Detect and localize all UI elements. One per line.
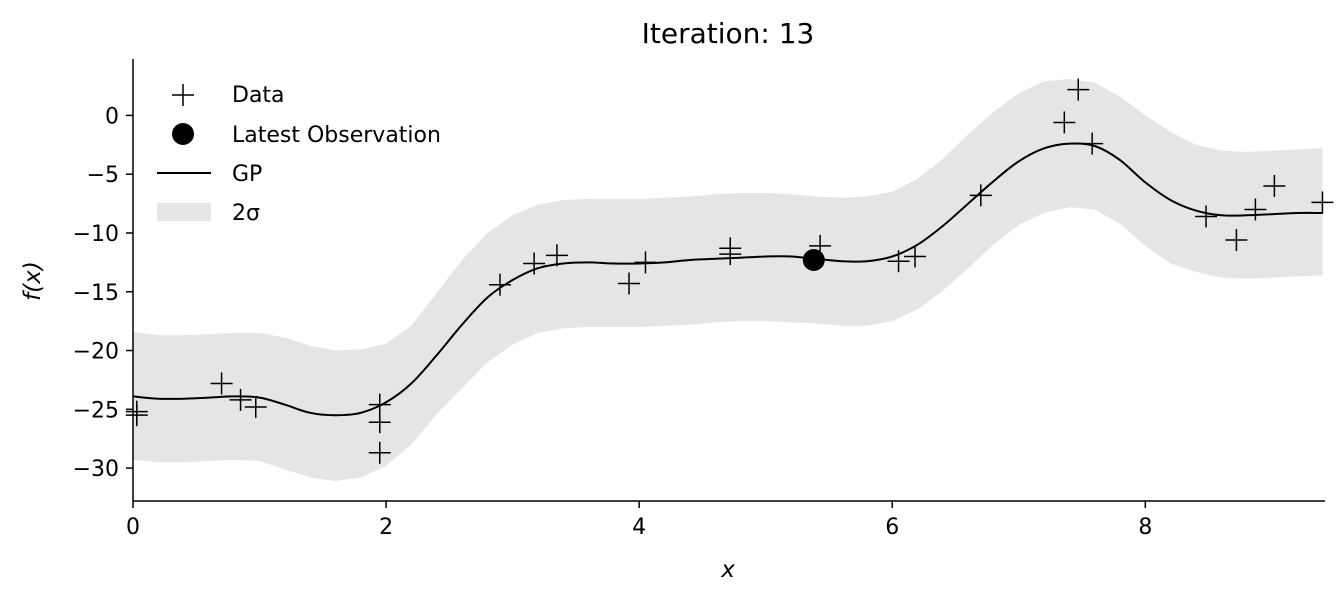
legend-item-data: Data: [172, 83, 285, 108]
x-tick-label: 4: [632, 515, 646, 540]
data-point: [1263, 174, 1286, 197]
band-layer: [133, 79, 1323, 481]
data-point: [904, 245, 927, 268]
y-tick-label: 0: [105, 104, 119, 129]
gp-line-layer: [132, 142, 1323, 417]
data-point: [125, 404, 148, 427]
x-tick-label: 0: [126, 515, 140, 540]
y-tick-label: −5: [87, 163, 119, 188]
data-point: [545, 244, 568, 267]
y-tick-label: −20: [73, 340, 119, 365]
legend-item-latest-observation: Latest Observation: [172, 123, 441, 148]
x-tick-label: 6: [885, 515, 899, 540]
axes: 0 2 4 6 8 0 −5 −10 −15 −20 −25 −30: [73, 59, 1325, 540]
data-point: [1244, 198, 1267, 221]
data-point: [244, 395, 267, 418]
data-point: [719, 243, 742, 266]
chart-title: Iteration: 13: [642, 17, 815, 50]
data-point: [969, 184, 992, 207]
data-point: [887, 250, 910, 273]
data-point: [1053, 111, 1076, 134]
legend-label-gp: GP: [232, 162, 262, 187]
sigma-band: [133, 79, 1323, 481]
data-point: [523, 252, 546, 275]
y-tick-label: −10: [73, 222, 119, 247]
data-point: [229, 388, 252, 411]
x-axis-label: x: [720, 557, 735, 583]
data-point: [618, 272, 641, 295]
legend-item-2sigma: 2σ: [157, 201, 260, 226]
latest-observation-point: [802, 249, 825, 272]
gp-mean-line: [132, 142, 1323, 417]
data-point: [368, 441, 391, 464]
y-tick-label: −25: [73, 398, 119, 423]
data-point: [368, 411, 391, 434]
x-tick-label: 2: [379, 515, 393, 540]
data-point: [210, 372, 233, 395]
legend: Data Latest Observation GP 2σ: [157, 83, 441, 226]
data-point: [634, 251, 657, 274]
data-point: [488, 273, 511, 296]
data-point: [1311, 191, 1334, 214]
legend-label-data: Data: [232, 83, 285, 108]
y-tick-label: −15: [73, 281, 119, 306]
legend-item-gp: GP: [157, 162, 262, 187]
y-axis-label: f(x): [20, 261, 46, 301]
data-point: [1081, 132, 1104, 155]
data-point: [1067, 78, 1090, 101]
data-point: [1195, 205, 1218, 228]
legend-label-latest-observation: Latest Observation: [232, 123, 441, 148]
x-tick-label: 8: [1138, 515, 1152, 540]
y-tick-label: −30: [73, 457, 119, 482]
legend-label-2sigma: 2σ: [232, 201, 260, 226]
data-point: [1225, 229, 1248, 252]
data-points-layer: [125, 78, 1334, 464]
